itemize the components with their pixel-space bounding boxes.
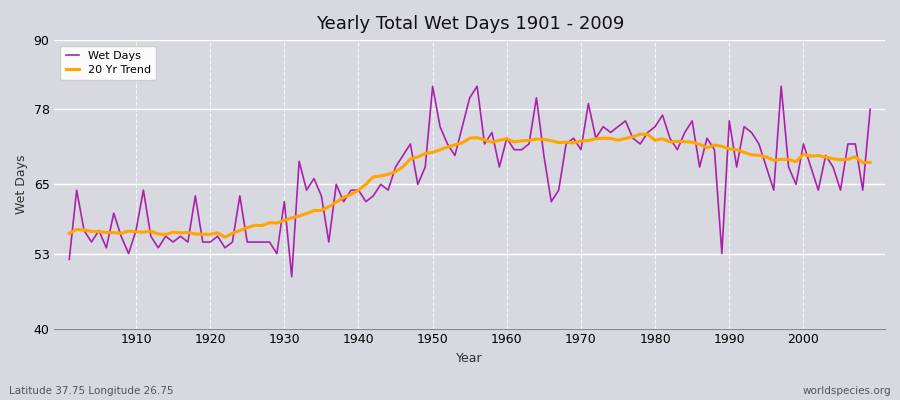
Wet Days	[865, 107, 876, 112]
20 Yr Trend	[865, 160, 876, 165]
Wet Days	[517, 147, 527, 152]
20 Yr Trend	[338, 195, 349, 200]
Wet Days	[508, 147, 519, 152]
Wet Days	[293, 159, 304, 164]
Wet Days	[428, 84, 438, 89]
Legend: Wet Days, 20 Yr Trend: Wet Days, 20 Yr Trend	[60, 46, 157, 80]
X-axis label: Year: Year	[456, 352, 483, 365]
Wet Days	[286, 274, 297, 279]
20 Yr Trend	[598, 136, 608, 140]
Text: Latitude 37.75 Longitude 26.75: Latitude 37.75 Longitude 26.75	[9, 386, 174, 396]
Wet Days	[605, 130, 616, 135]
Y-axis label: Wet Days: Wet Days	[15, 154, 28, 214]
Title: Yearly Total Wet Days 1901 - 2009: Yearly Total Wet Days 1901 - 2009	[316, 15, 624, 33]
20 Yr Trend	[293, 214, 304, 218]
20 Yr Trend	[64, 231, 75, 236]
20 Yr Trend	[220, 235, 230, 240]
Wet Days	[123, 251, 134, 256]
20 Yr Trend	[123, 229, 134, 234]
Line: 20 Yr Trend: 20 Yr Trend	[69, 134, 870, 237]
20 Yr Trend	[508, 140, 519, 144]
20 Yr Trend	[501, 136, 512, 141]
Line: Wet Days: Wet Days	[69, 86, 870, 277]
20 Yr Trend	[634, 132, 645, 136]
Wet Days	[338, 199, 349, 204]
Wet Days	[64, 257, 75, 262]
Text: worldspecies.org: worldspecies.org	[803, 386, 891, 396]
